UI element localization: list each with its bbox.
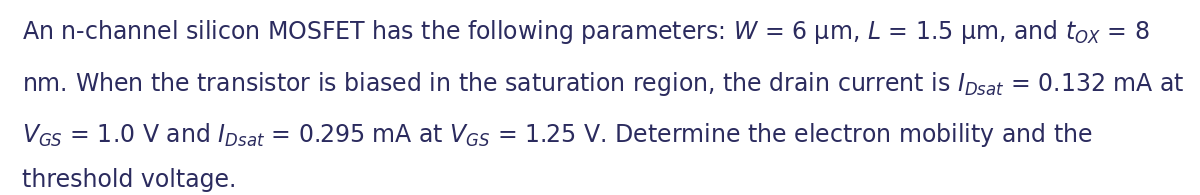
Text: threshold voltage.: threshold voltage. (22, 168, 236, 192)
Text: nm. When the transistor is biased in the saturation region, the drain current is: nm. When the transistor is biased in the… (22, 70, 1184, 98)
Text: An n-channel silicon MOSFET has the following parameters: $W$ = 6 μm, $L$ = 1.5 : An n-channel silicon MOSFET has the foll… (22, 18, 1150, 46)
Text: $V_{GS}$ = 1.0 V and $I_{Dsat}$ = 0.295 mA at $V_{GS}$ = 1.25 V. Determine the e: $V_{GS}$ = 1.0 V and $I_{Dsat}$ = 0.295 … (22, 121, 1092, 149)
